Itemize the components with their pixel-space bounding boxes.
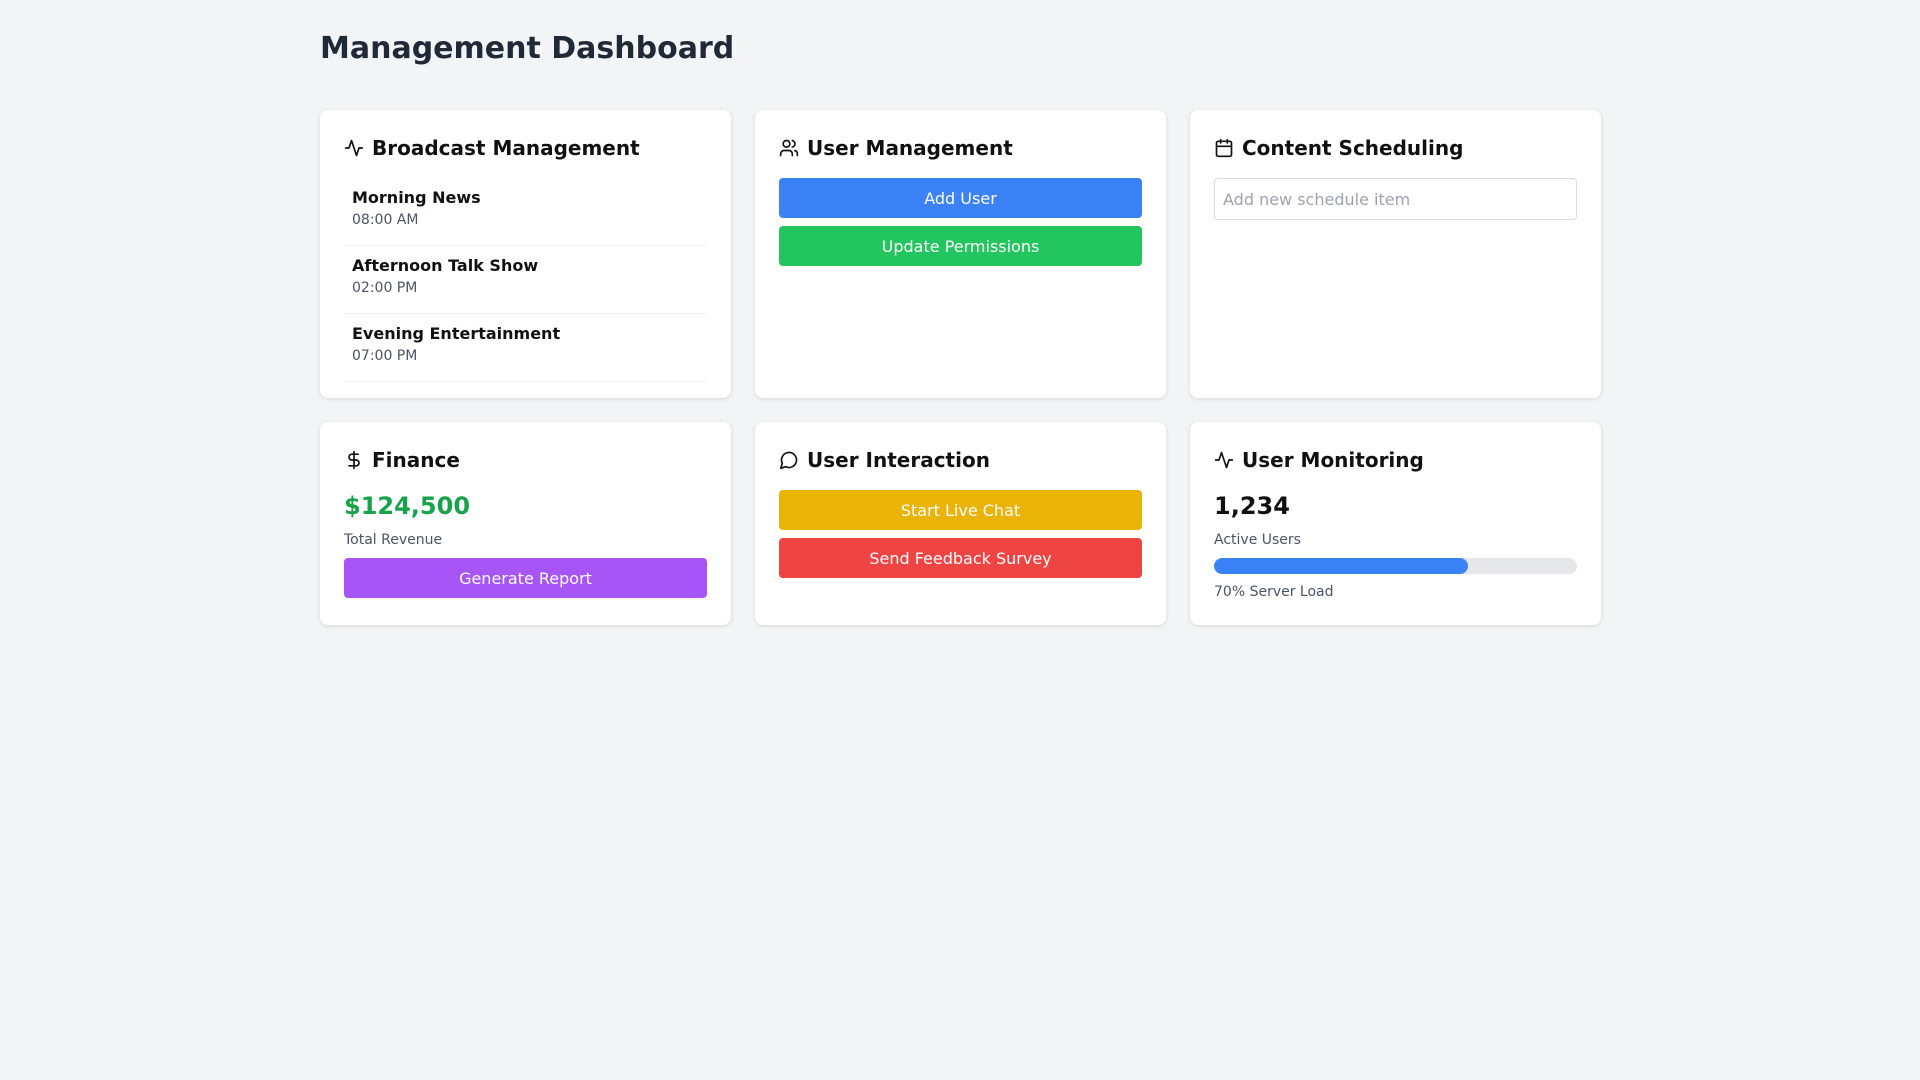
program-time: 08:00 AM [352, 212, 419, 228]
activity-icon [344, 139, 364, 157]
server-load-label: 70% Server Load [1214, 584, 1334, 600]
active-users-label: Active Users [1214, 532, 1301, 548]
container: Management Dashboard Broadcast Managemen… [320, 0, 1601, 625]
schedule-input[interactable] [1214, 178, 1577, 220]
content-scheduling-card: Content Scheduling [1190, 110, 1601, 398]
finance-card: Finance $124,500 Total Revenue Generate … [320, 422, 731, 625]
generate-report-button[interactable]: Generate Report [344, 558, 707, 598]
user-monitoring-card: User Monitoring 1,234 Active Users 70% S… [1190, 422, 1601, 625]
card-grid: Broadcast Management Morning News 08:00 A… [320, 110, 1601, 625]
live-chat-button[interactable]: Start Live Chat [779, 490, 1142, 530]
revenue-amount: $124,500 [344, 492, 471, 520]
progress-track [1214, 558, 1577, 574]
card-title: User Monitoring [1242, 448, 1424, 472]
card-title: Finance [372, 448, 460, 472]
active-users-count: 1,234 [1214, 492, 1290, 520]
card-heading: Broadcast Management [344, 134, 707, 162]
program-name: Morning News [352, 188, 481, 207]
update-permissions-button[interactable]: Update Permissions [779, 226, 1142, 266]
program-time: 07:00 PM [352, 348, 418, 364]
card-heading: User Interaction [779, 446, 1142, 474]
program-time: 02:00 PM [352, 280, 418, 296]
card-title: Broadcast Management [372, 136, 640, 160]
add-user-button[interactable]: Add User [779, 178, 1142, 218]
card-heading: Content Scheduling [1214, 134, 1577, 162]
progress-fill [1214, 558, 1469, 574]
card-title: User Management [807, 136, 1013, 160]
activity-icon [1214, 451, 1234, 469]
users-icon [779, 139, 799, 157]
schedule-item: Morning News 08:00 AM [344, 178, 707, 246]
card-heading: User Management [779, 134, 1142, 162]
schedule-list: Morning News 08:00 AM Afternoon Talk Show 0… [344, 178, 707, 382]
dollar-icon [348, 450, 360, 470]
user-management-card: User Management Add User Update Permissi… [755, 110, 1166, 398]
schedule-item: Afternoon Talk Show 02:00 PM [344, 246, 707, 314]
card-heading: User Monitoring [1214, 446, 1577, 474]
program-name: Afternoon Talk Show [352, 256, 539, 275]
chat-icon [779, 451, 798, 470]
broadcast-card: Broadcast Management Morning News 08:00 A… [320, 110, 731, 398]
card-heading: Finance [344, 446, 707, 474]
user-interaction-card: User Interaction Start Live Chat Send Fe… [755, 422, 1166, 625]
calendar-icon [1215, 138, 1233, 158]
revenue-label: Total Revenue [344, 532, 443, 548]
feedback-survey-button[interactable]: Send Feedback Survey [779, 538, 1142, 578]
card-title: User Interaction [807, 448, 990, 472]
schedule-item: Evening Entertainment 07:00 PM [344, 314, 707, 382]
card-title: Content Scheduling [1242, 136, 1464, 160]
program-name: Evening Entertainment [352, 324, 561, 343]
page-title: Management Dashboard [320, 31, 735, 66]
